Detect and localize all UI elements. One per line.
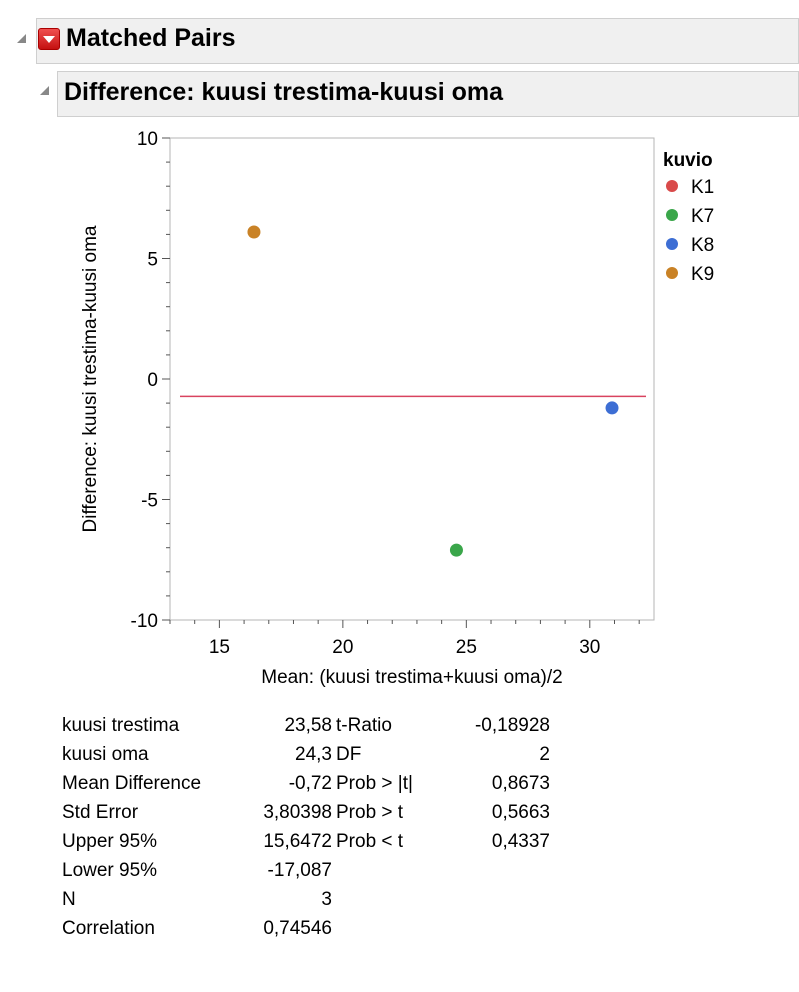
- difference-header: [57, 71, 799, 117]
- stats-row: kuusi oma 24,3 DF 2: [62, 744, 552, 773]
- stat-label: kuusi trestima: [62, 715, 180, 736]
- stat-label: Lower 95%: [62, 860, 158, 881]
- stats-row: Lower 95% -17,087: [62, 860, 552, 889]
- stat-label: Std Error: [62, 802, 139, 823]
- legend-marker-k8: [666, 238, 678, 250]
- test-stat-value: -0,18928: [474, 715, 550, 736]
- legend-label-k1: K1: [691, 177, 714, 198]
- stat-label: Upper 95%: [62, 831, 158, 852]
- y-tick-label: 10: [137, 129, 158, 150]
- y-tick-label: -10: [131, 611, 158, 632]
- test-stat-label: DF: [336, 744, 362, 765]
- stat-value: 0,74546: [263, 918, 332, 939]
- y-tick-label: 5: [147, 250, 158, 271]
- report-title: Matched Pairs: [66, 24, 236, 52]
- legend-marker-k1: [666, 180, 678, 192]
- stat-value: 15,6472: [263, 831, 332, 852]
- x-tick-label: 15: [209, 637, 230, 658]
- test-stat-label: Prob > |t|: [336, 773, 413, 794]
- stats-row: Mean Difference -0,72 Prob > |t| 0,8673: [62, 773, 552, 802]
- stat-label: Correlation: [62, 918, 155, 939]
- stat-value: 3,80398: [263, 802, 332, 823]
- stat-value: -17,087: [267, 860, 332, 881]
- legend-marker-k7: [666, 209, 678, 221]
- stat-value: 3: [321, 889, 332, 910]
- stat-label: Mean Difference: [62, 773, 202, 794]
- matched-pairs-header: [36, 18, 799, 64]
- test-stat-value: 0,5663: [491, 802, 550, 823]
- test-stat-value: 0,8673: [491, 773, 550, 794]
- stat-value: 23,58: [284, 715, 332, 736]
- stats-row: kuusi trestima 23,58 t-Ratio -0,18928: [62, 715, 552, 744]
- x-axis-label: Mean: (kuusi trestima+kuusi oma)/2: [261, 667, 562, 688]
- stats-row: Std Error 3,80398 Prob > t 0,5663: [62, 802, 552, 831]
- difference-plot: -10 -5 0 5 10 15 20 25 30 Mean: (kuusi trestima+k…: [80, 129, 714, 688]
- test-stat-label: Prob > t: [336, 802, 404, 823]
- red-triangle-menu-icon[interactable]: [38, 28, 60, 50]
- data-point-k9: [247, 225, 261, 239]
- stats-row: Correlation 0,74546: [62, 918, 552, 947]
- y-tick-label: -5: [141, 491, 158, 512]
- summary-statistics: kuusi trestima 23,58 t-Ratio -0,18928 kuusi …: [62, 715, 552, 947]
- test-stat-value: 0,4337: [491, 831, 550, 852]
- data-point-k8: [605, 401, 619, 415]
- legend-label-k9: K9: [691, 264, 714, 285]
- data-point-k7: [449, 543, 463, 557]
- legend-label-k8: K8: [691, 235, 714, 256]
- test-stat-label: t-Ratio: [336, 715, 392, 736]
- test-stat-label: Prob < t: [336, 831, 404, 852]
- y-tick-label: 0: [147, 370, 158, 391]
- stat-label: N: [62, 889, 76, 910]
- stat-value: 24,3: [295, 744, 332, 765]
- stats-row: Upper 95% 15,6472 Prob < t 0,4337: [62, 831, 552, 860]
- x-tick-label: 30: [579, 637, 600, 658]
- outline-disclosure-icon[interactable]: [17, 34, 26, 43]
- x-tick-label: 25: [456, 637, 477, 658]
- plot-frame: [169, 137, 655, 621]
- legend-label-k7: K7: [691, 206, 714, 227]
- difference-disclosure-icon[interactable]: [40, 86, 49, 95]
- x-tick-label: 20: [332, 637, 353, 658]
- stat-value: -0,72: [288, 773, 332, 794]
- legend-title: kuvio: [663, 150, 713, 171]
- stat-label: kuusi oma: [62, 744, 149, 765]
- difference-title: Difference: kuusi trestima-kuusi oma: [64, 78, 504, 106]
- y-axis-label: Difference: kuusi trestima-kuusi oma: [80, 225, 101, 532]
- test-stat-value: 2: [539, 744, 550, 765]
- legend-marker-k9: [666, 267, 678, 279]
